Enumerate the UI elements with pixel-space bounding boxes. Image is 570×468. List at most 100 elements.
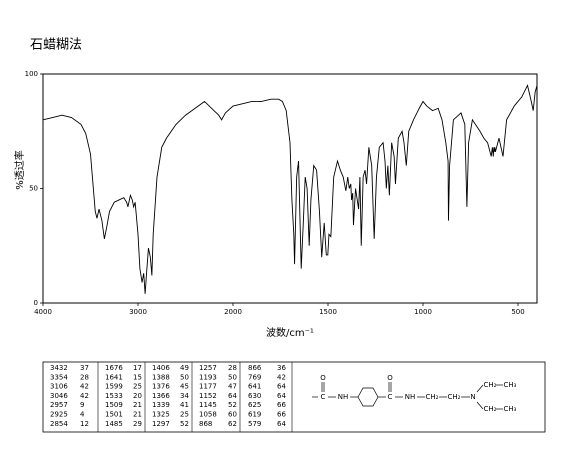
table-cell: 1509 (105, 401, 123, 409)
table-cell: 1406 (152, 364, 170, 372)
table-cell: 47 (228, 383, 237, 391)
table-cell: 2854 (50, 420, 68, 428)
table-cell: 2957 (50, 401, 68, 409)
table-cell: 3046 (50, 392, 68, 400)
table-cell: 1388 (152, 373, 170, 381)
table-cell: 25 (180, 411, 189, 419)
table-cell: 64 (277, 392, 286, 400)
table-cell: 41 (180, 401, 189, 409)
table-cell: 9 (80, 401, 84, 409)
x-tick-label: 1500 (319, 308, 337, 316)
table-cell: 769 (248, 373, 261, 381)
table-cell: 1533 (105, 392, 123, 400)
table-cell: 2925 (50, 411, 68, 419)
table-cell: 25 (133, 383, 142, 391)
table-cell: 45 (180, 383, 189, 391)
table-cell: 641 (248, 383, 261, 391)
table-cell: 1599 (105, 383, 123, 391)
table-cell: 21 (133, 411, 142, 419)
table-cell: 1193 (199, 373, 217, 381)
table-cell: 42 (277, 373, 286, 381)
plot-frame (42, 73, 538, 304)
structure-label: CH₃ (504, 405, 517, 413)
table-cell: 52 (228, 401, 237, 409)
y-tick-label: 50 (29, 185, 38, 193)
table-cell: 579 (248, 420, 261, 428)
table-cell: 1145 (199, 401, 217, 409)
structure-label: C (321, 393, 326, 401)
table-cell: 1339 (152, 401, 170, 409)
table-cell: 1641 (105, 373, 123, 381)
table-cell: 15 (133, 373, 142, 381)
table-cell: 1152 (199, 392, 217, 400)
table-cell: 28 (228, 364, 237, 372)
table-cell: 42 (80, 383, 89, 391)
structure-label: CH₂ (484, 405, 497, 413)
table-cell: 1366 (152, 392, 170, 400)
table-cell: 36 (277, 364, 286, 372)
x-tick-label: 4000 (34, 308, 52, 316)
structure-label: CH₂ (448, 393, 461, 401)
table-cell: 3354 (50, 373, 68, 381)
structure-label: O (320, 374, 326, 382)
table-cell: 64 (277, 420, 286, 428)
table-cell: 64 (228, 392, 237, 400)
structure-label: N (470, 393, 475, 401)
table-cell: 619 (248, 411, 261, 419)
table-cell: 20 (133, 392, 142, 400)
table-cell: 868 (199, 420, 212, 428)
table-cell: 17 (133, 364, 142, 372)
table-cell: 1177 (199, 383, 217, 391)
table-cell: 52 (180, 420, 189, 428)
x-tick-label: 1000 (414, 308, 432, 316)
table-cell: 29 (133, 420, 142, 428)
table-cell: 60 (228, 411, 237, 419)
table-cell: 3106 (50, 383, 68, 391)
structure-label: CH₃ (504, 381, 517, 389)
table-cell: 50 (228, 373, 237, 381)
x-tick-label: 3000 (129, 308, 147, 316)
table-dividers (97, 362, 293, 432)
table-frame (42, 361, 546, 433)
structure-label: NH (405, 393, 416, 401)
table-cell: 1257 (199, 364, 217, 372)
table-cell: 34 (180, 392, 189, 400)
y-tick-label: 100 (25, 70, 38, 78)
table-cell: 630 (248, 392, 261, 400)
table-cell: 42 (80, 392, 89, 400)
table-cell: 866 (248, 364, 262, 372)
structure-label: CH₂ (426, 393, 439, 401)
table-cell: 1485 (105, 420, 123, 428)
table-cell: 1325 (152, 411, 170, 419)
table-cell: 1376 (152, 383, 170, 391)
y-axis-label: %透过率 (13, 150, 26, 190)
table-cell: 37 (80, 364, 89, 372)
table-cell: 28 (80, 373, 89, 381)
structure-label: NH (338, 393, 349, 401)
table-cell: 4 (80, 411, 85, 419)
structure-bonds (312, 382, 503, 410)
structure-label: CH₂ (484, 381, 497, 389)
chart-title: 石蜡糊法 (30, 37, 82, 53)
table-cell: 1501 (105, 411, 123, 419)
structure-label: C (388, 393, 393, 401)
table-cell: 21 (133, 401, 142, 409)
table-cell: 625 (248, 401, 261, 409)
table-cell: 66 (277, 411, 286, 419)
table-cell: 64 (277, 383, 286, 391)
table-cell: 3432 (50, 364, 68, 372)
spectrum-line (42, 84, 538, 294)
table-cell: 62 (228, 420, 237, 428)
table-cell: 12 (80, 420, 89, 428)
table-cell: 1297 (152, 420, 170, 428)
x-tick-label: 2000 (224, 308, 242, 316)
x-tick-label: 500 (511, 308, 524, 316)
table-cell: 1058 (199, 411, 217, 419)
x-axis-label: 波数/cm⁻¹ (266, 326, 314, 339)
structure-label: O (387, 374, 393, 382)
table-cell: 1676 (105, 364, 123, 372)
table-cell: 50 (180, 373, 189, 381)
table-cell: 49 (180, 364, 189, 372)
table-cell: 66 (277, 401, 286, 409)
